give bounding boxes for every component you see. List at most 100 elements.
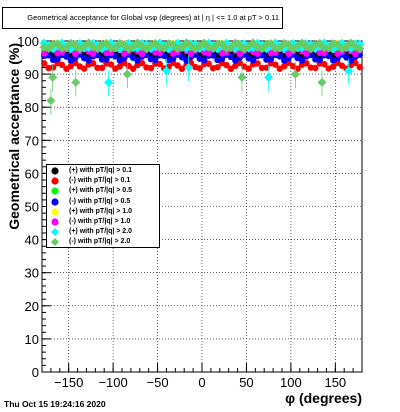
data-point [107,61,115,68]
data-point [63,53,70,60]
data-point [46,96,56,106]
legend-entry: (+) with pT/|q| > 1.0 [47,207,159,217]
data-point [227,53,235,61]
data-point [138,50,146,58]
data-point [169,55,177,62]
data-point [276,53,283,60]
data-point [205,60,212,67]
data-point [298,57,306,64]
data-point [290,69,300,79]
y-tick-label: 80 [25,100,39,115]
data-point [178,65,186,73]
legend-label: (-) with pT/|q| > 0.1 [69,177,131,185]
data-point [98,64,106,72]
data-point [187,50,195,58]
data-point [263,64,270,71]
x-tick-label: 0 [198,375,205,390]
legend-marker [51,218,59,226]
legend-entry: (+) with pT/|q| > 0.5 [47,186,159,196]
data-point [156,49,163,57]
legend-marker [51,167,59,175]
legend-label: (+) with pT/|q| > 0.1 [69,167,133,174]
data-point [237,72,247,82]
data-point [147,64,155,72]
data-point [218,55,226,63]
data-point [81,65,88,72]
legend-marker [51,177,59,185]
x-axis-label: φ (degrees) [285,390,362,406]
legend-label: (+) with pT/|q| > 1.0 [69,207,133,215]
y-tick-label: 30 [25,266,39,281]
data-point [183,57,190,64]
data-point [317,77,327,87]
legend-marker [51,197,59,206]
data-point [174,62,181,69]
legend-marker [51,228,59,237]
data-point [184,62,194,72]
y-tick-label: 10 [25,332,39,347]
data-point [71,77,81,87]
legend-entry: (+) with pT/|q| > 0.1 [47,166,159,176]
data-point [67,62,75,70]
data-point [152,56,159,64]
data-point [312,64,319,72]
data-point [236,50,243,58]
legend-entry: (-) with pT/|q| > 2.0 [47,237,159,247]
data-point [344,66,354,76]
data-point [41,50,48,57]
x-tick-label: −150 [54,375,83,390]
data-point [356,63,363,71]
legend-entry: (-) with pT/|q| > 0.5 [47,197,159,207]
data-point [245,65,252,72]
chart-legend: (+) with pT/|q| > 0.1 (-) with pT/|q| > 0… [46,164,160,248]
y-tick-label: 0 [32,365,39,380]
data-point [272,61,279,68]
data-point [249,57,257,64]
legend-label: (+) with pT/|q| > 0.5 [69,187,133,195]
legend-entry: (+) with pT/|q| > 2.0 [47,227,159,237]
data-point [48,72,58,82]
data-point [116,63,123,70]
data-point [94,64,101,71]
data-point [119,40,129,50]
data-point [41,60,48,67]
y-tick-label: 20 [25,299,39,314]
y-tick-label: 100 [17,34,39,49]
x-tick-label: 100 [280,375,302,390]
legend-entry: (-) with pT/|q| > 1.0 [47,217,159,227]
data-point [49,64,57,71]
y-tick-label: 60 [25,166,39,181]
y-tick-label: 40 [25,233,39,248]
series-1 [41,59,363,73]
x-tick-label: 50 [239,375,253,390]
y-axis-label: Geometrical acceptance (%) [6,43,22,230]
data-point [104,77,114,87]
data-point [316,56,323,63]
data-point [107,49,115,57]
data-point [321,49,328,57]
legend-marker [51,208,59,216]
data-point [272,49,279,56]
legend-marker [51,238,59,247]
data-point [267,56,275,63]
data-point [85,57,92,64]
data-point [254,60,261,67]
data-point [321,61,328,68]
x-tick-label: 150 [324,375,346,390]
data-point [334,55,341,62]
y-tick-label: 70 [25,133,39,148]
data-point [122,69,132,79]
data-point [54,55,61,63]
data-point [264,72,274,82]
legend-label: (-) with pT/|q| > 2.0 [69,238,131,246]
chart-title: Geometrical acceptance for Global vsφ (d… [27,13,279,22]
y-tick-label: 90 [25,67,39,82]
data-point [352,50,359,58]
x-tick-label: −100 [98,375,127,390]
data-point [329,63,337,70]
legend-label: (-) with pT/|q| > 1.0 [69,218,131,225]
data-point [214,64,221,71]
series-7 [39,38,365,54]
x-tick-label: −50 [147,375,169,390]
